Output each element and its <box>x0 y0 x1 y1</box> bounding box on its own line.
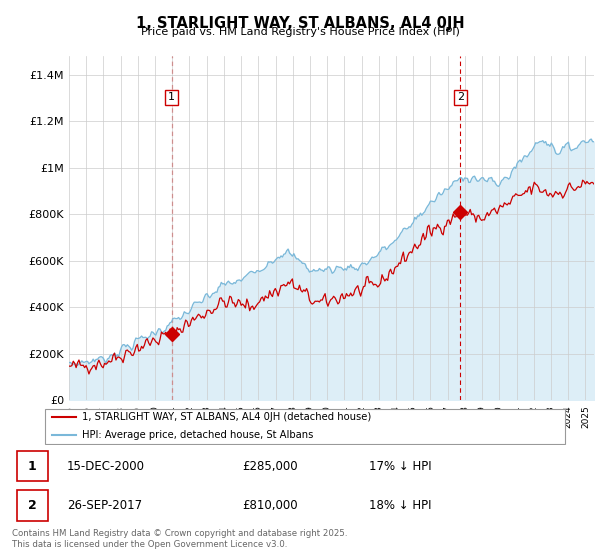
FancyBboxPatch shape <box>17 451 48 481</box>
Text: 17% ↓ HPI: 17% ↓ HPI <box>369 460 432 473</box>
Text: 1: 1 <box>28 460 37 473</box>
FancyBboxPatch shape <box>44 409 565 444</box>
Text: Price paid vs. HM Land Registry's House Price Index (HPI): Price paid vs. HM Land Registry's House … <box>140 27 460 37</box>
Text: HPI: Average price, detached house, St Albans: HPI: Average price, detached house, St A… <box>82 430 313 440</box>
Text: 15-DEC-2000: 15-DEC-2000 <box>67 460 145 473</box>
Text: Contains HM Land Registry data © Crown copyright and database right 2025.
This d: Contains HM Land Registry data © Crown c… <box>12 529 347 549</box>
Text: 1, STARLIGHT WAY, ST ALBANS, AL4 0JH (detached house): 1, STARLIGHT WAY, ST ALBANS, AL4 0JH (de… <box>82 412 371 422</box>
Text: 2: 2 <box>457 92 464 102</box>
FancyBboxPatch shape <box>17 491 48 521</box>
Text: 2: 2 <box>28 499 37 512</box>
Text: 26-SEP-2017: 26-SEP-2017 <box>67 499 142 512</box>
Text: £810,000: £810,000 <box>242 499 298 512</box>
Text: £285,000: £285,000 <box>242 460 298 473</box>
Text: 1: 1 <box>168 92 175 102</box>
Text: 18% ↓ HPI: 18% ↓ HPI <box>369 499 431 512</box>
Text: 1, STARLIGHT WAY, ST ALBANS, AL4 0JH: 1, STARLIGHT WAY, ST ALBANS, AL4 0JH <box>136 16 464 31</box>
